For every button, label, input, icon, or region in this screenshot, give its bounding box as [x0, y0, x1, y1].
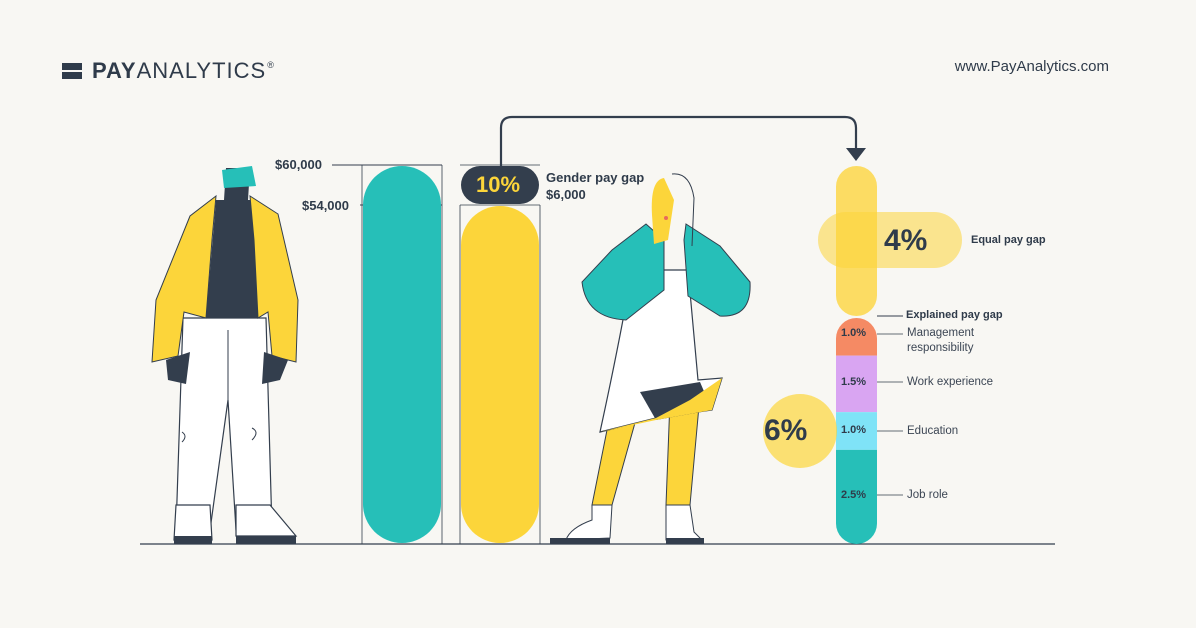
segment-experience: [836, 355, 877, 413]
segment-label-management: Management responsibility: [907, 326, 974, 356]
logo-text-thin: ANALYTICS: [136, 58, 267, 83]
logo-icon: [62, 63, 82, 79]
equal-gap-highlight: [818, 212, 962, 268]
explained-gap-title: Explained pay gap: [906, 309, 1003, 321]
logo-text-bold: PAY: [92, 58, 137, 83]
salary-top-label: $60,000: [275, 157, 322, 172]
segment-label-job-role: Job role: [907, 489, 948, 501]
gap-arrow: [499, 115, 858, 166]
man-figure: [151, 166, 299, 544]
woman-figure: [550, 173, 751, 544]
segment-management: [836, 317, 877, 356]
equal-gap-label: Equal pay gap: [971, 234, 1046, 246]
gender-gap-title: Gender pay gap: [546, 170, 645, 185]
explained-gap-percent: 6%: [764, 414, 808, 447]
arrow-head: [846, 148, 866, 161]
female-salary-bar: [461, 206, 539, 543]
segment-education: [836, 412, 877, 450]
explained-gap-highlight: [763, 394, 837, 468]
segment-value-education: 1.0%: [841, 424, 867, 436]
gender-gap-pill: [461, 166, 539, 204]
male-salary-bar: [363, 166, 441, 543]
segment-label-education: Education: [907, 425, 959, 437]
website-link[interactable]: www.PayAnalytics.com: [954, 58, 1109, 75]
gap-breakdown: [763, 166, 962, 544]
segment-value-experience: 1.5%: [841, 376, 867, 388]
segment-label-management-line1: Management: [907, 327, 975, 339]
gender-gap-percent: 10%: [476, 172, 521, 197]
registered-mark: ®: [267, 60, 274, 70]
equal-gap-percent: 4%: [884, 224, 928, 257]
segment-label-management-line2: responsibility: [907, 342, 974, 354]
gender-gap-amount: $6,000: [546, 187, 586, 202]
segment-value-job-role: 2.5%: [841, 489, 867, 501]
segment-job-role: [836, 449, 877, 544]
segment-label-experience: Work experience: [907, 376, 994, 388]
salary-lower-label: $54,000: [302, 198, 349, 213]
brand-logo: PAY ANALYTICS ®: [62, 58, 274, 84]
salary-bars: [332, 115, 866, 544]
segment-value-management: 1.0%: [841, 327, 867, 339]
